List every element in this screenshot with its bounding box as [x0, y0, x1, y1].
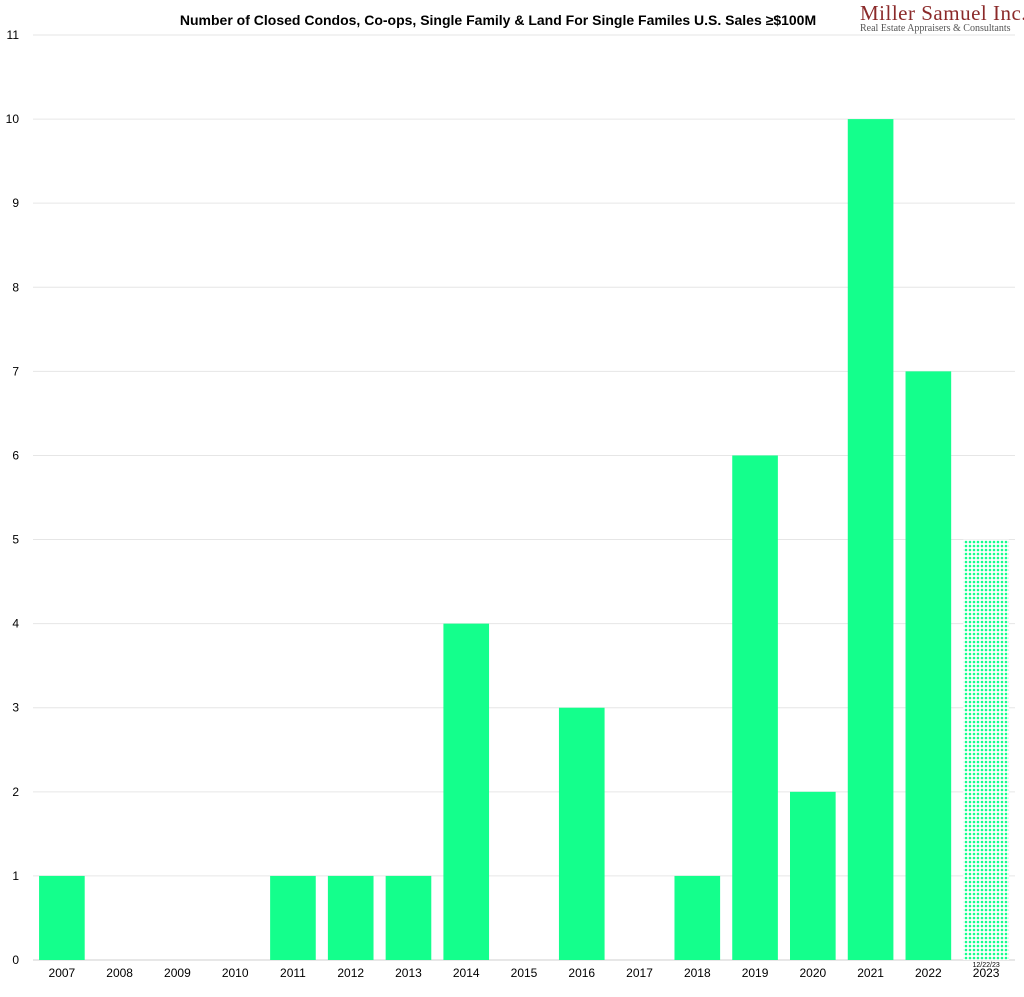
bar-2020 [790, 791, 836, 960]
y-tick-label: 7 [12, 364, 19, 378]
x-tick-label: 2018 [684, 966, 711, 980]
y-tick-label: 1 [12, 869, 19, 883]
x-tick-label: 2021 [857, 966, 884, 980]
x-tick-label: 2013 [395, 966, 422, 980]
bar-2022 [905, 371, 952, 960]
x-tick-label: 2009 [164, 966, 191, 980]
bar-2018 [674, 875, 721, 960]
x-tick-label: 2012 [337, 966, 364, 980]
y-tick-label: 4 [12, 617, 19, 631]
y-tick-label: 8 [12, 280, 19, 294]
bar-2019 [732, 455, 778, 960]
bar-2014 [443, 623, 490, 960]
y-tick-label: 0 [12, 953, 19, 967]
y-tick-label: 9 [12, 196, 19, 210]
company-logo: Miller Samuel Inc. Real Estate Appraiser… [860, 1, 1024, 34]
x-tick-label: 2007 [49, 966, 76, 980]
y-tick-label: 10 [6, 112, 20, 126]
x-tick-label: 2019 [742, 966, 769, 980]
x-tick-label: 2022 [915, 966, 942, 980]
y-tick-label: 5 [12, 533, 19, 547]
x-tick-label: 2011 [280, 966, 306, 980]
y-tick-label: 6 [12, 448, 19, 462]
chart-title: Number of Closed Condos, Co-ops, Single … [180, 12, 816, 28]
bar-2012 [327, 875, 374, 960]
y-tick-label: 2 [12, 785, 19, 799]
x-tick-label: 2014 [453, 966, 480, 980]
x-tick-label: 2017 [626, 966, 653, 980]
x-axis-ticks: 2007 2008 2009 2010 2011 2012 2013 2014 2015 2016… [49, 966, 1000, 980]
x-tick-label: 2015 [511, 966, 538, 980]
y-axis-ticks: 0 1 2 3 4 5 6 7 8 9 10 11 [6, 28, 20, 967]
bars [39, 119, 1009, 960]
bar-2023 [963, 539, 1009, 960]
bar-2007 [39, 875, 85, 960]
bar-2011 [270, 875, 316, 960]
bar-2021 [847, 119, 894, 960]
x-tick-label: 2016 [568, 966, 595, 980]
logo-name: Miller Samuel Inc. [860, 1, 1024, 25]
bar-2016 [558, 707, 605, 960]
partial-year-note: 12/22/23 [972, 962, 999, 969]
logo-tagline: Real Estate Appraisers & Consultants [860, 23, 1011, 34]
y-tick-label: 3 [12, 701, 19, 715]
bar-2013 [385, 875, 432, 960]
x-tick-label: 2008 [106, 966, 133, 980]
x-tick-label: 2023 [973, 966, 1000, 980]
y-tick-label: 11 [7, 28, 20, 42]
x-tick-label: 2010 [222, 966, 249, 980]
x-tick-label: 2020 [799, 966, 826, 980]
